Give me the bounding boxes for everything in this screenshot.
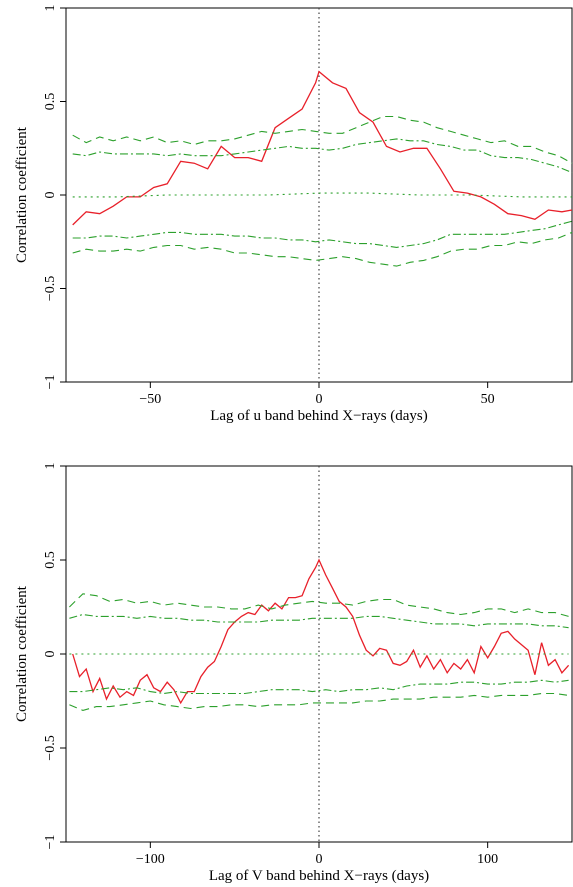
y-axis-title: Correlation coefficient [14, 126, 30, 263]
correlation-series-line [72, 558, 570, 705]
x-tick-label: 0 [316, 852, 323, 867]
y-tick-label: 0.5 [43, 551, 58, 569]
x-tick-label: 0 [316, 392, 323, 407]
significance-dashdot-line [69, 679, 569, 695]
x-tick-label: 100 [477, 852, 498, 867]
y-axis-title: Correlation coefficient [14, 585, 30, 722]
significance-dashed-line [72, 231, 573, 267]
significance-dotted-line [72, 192, 572, 198]
y-tick-label: 0 [43, 651, 58, 658]
y-tick-label: −0.5 [43, 276, 58, 301]
y-tick-label: 0.5 [43, 93, 58, 111]
x-axis-title: Lag of u band behind X−rays (days) [210, 408, 428, 424]
x-tick-label: −100 [136, 852, 165, 867]
x-axis-title: Lag of V band behind X−rays (days) [209, 868, 429, 884]
significance-dashed-line [72, 115, 573, 164]
significance-dashed-line [69, 692, 569, 711]
y-tick-label: 0 [43, 192, 58, 199]
significance-dashdot-line [69, 613, 569, 629]
significance-dashed-line [69, 593, 569, 617]
y-tick-label: −1 [43, 835, 58, 850]
y-tick-label: −1 [43, 375, 58, 390]
x-tick-label: 50 [481, 392, 495, 407]
significance-dashdot-line [72, 138, 573, 174]
y-tick-label: 1 [43, 5, 58, 12]
chart-panel-2: −1 −0.5 0 0.5 1 −100 0 100 Lag of V band behind … [14, 463, 573, 884]
significance-dashdot-line [72, 220, 573, 248]
chart-panel-1: −1 −0.5 0 0.5 1 −50 0 50 Lag of u band behind X−… [14, 5, 573, 424]
correlation-series-line [72, 70, 573, 226]
y-tick-label: 1 [43, 463, 58, 470]
x-tick-label: −50 [139, 392, 161, 407]
y-tick-label: −0.5 [43, 735, 58, 760]
